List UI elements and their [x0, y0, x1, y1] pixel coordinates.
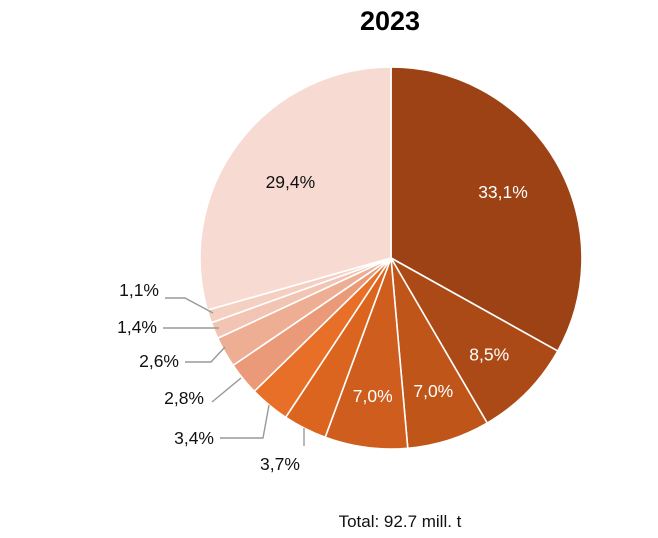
pie-slices	[199, 66, 583, 450]
slice-label-4: 7,0%	[353, 386, 393, 406]
slice-label-11: 29,4%	[266, 172, 316, 192]
slice-label-1: 33,1%	[478, 182, 528, 202]
slice-labels: 33,1% 8,5% 7,0% 7,0% 3,7% 3,4% 2,8% 2,6% 1,4% 1,1…	[117, 172, 528, 474]
leader-line-8	[185, 346, 226, 363]
slice-label-2: 8,5%	[469, 344, 509, 364]
total-note: Total: 92.7 mill. t	[338, 512, 462, 531]
leader-line-6	[220, 404, 270, 439]
pie-slice-2	[390, 257, 559, 424]
leader-lines	[163, 297, 305, 446]
slice-label-8: 2,6%	[139, 351, 179, 371]
pie-slice-11	[199, 66, 392, 311]
chart-title: 2023	[359, 6, 421, 36]
slice-label-10: 1,1%	[119, 280, 159, 300]
slice-label-3: 7,0%	[413, 381, 453, 401]
pie-slice-1	[390, 66, 583, 352]
slice-label-9: 1,4%	[117, 317, 157, 337]
slice-label-5: 3,7%	[260, 454, 300, 474]
slice-label-7: 2,8%	[164, 388, 204, 408]
leader-line-7	[211, 377, 242, 403]
slice-label-6: 3,4%	[174, 428, 214, 448]
leader-line-10	[165, 297, 214, 314]
